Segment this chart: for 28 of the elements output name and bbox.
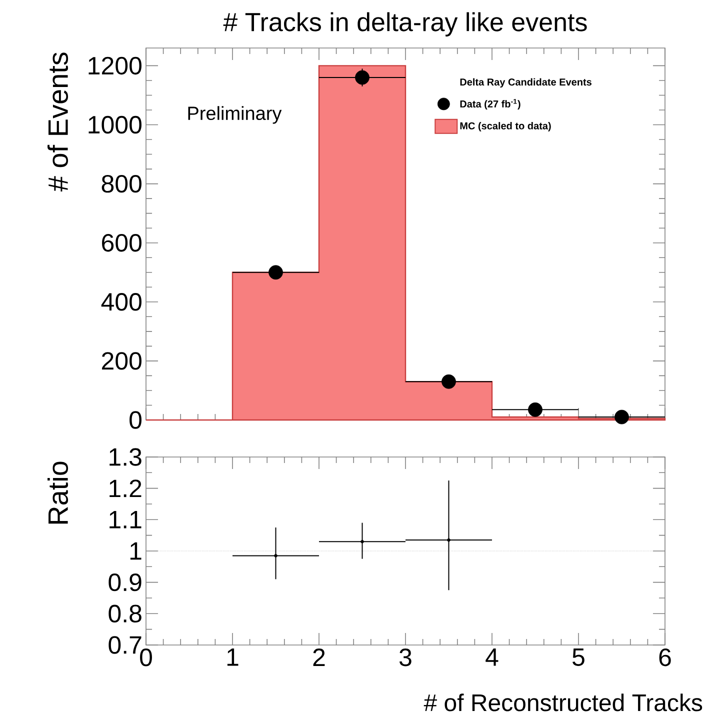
y-axis-title: Ratio (48, 462, 68, 524)
y-tick-label: 0.9 (108, 573, 142, 592)
y-tick-label: 800 (102, 174, 142, 193)
x-tick-label: 4 (486, 648, 498, 666)
y-tick-label: 1200 (88, 56, 142, 75)
y-tick-label: 0.8 (108, 604, 142, 623)
legend-label: Data (27 fb$^{-1}$) (460, 98, 520, 110)
y-tick-label: 1000 (88, 116, 142, 134)
x-tick-label: 6 (659, 648, 671, 666)
x-axis-title: # of Reconstructed Tracks (424, 694, 702, 712)
y-tick-label: 600 (102, 234, 142, 252)
y-axis-title: # of Events (48, 52, 68, 192)
y-tick-label: 1 (130, 542, 142, 560)
y-tick-label: 1.2 (110, 480, 142, 498)
x-tick-label: 1 (227, 648, 238, 666)
annotation: Preliminary (188, 106, 282, 124)
x-tick-label: 2 (313, 648, 325, 666)
y-tick-label: 200 (102, 352, 142, 370)
x-tick-label: 3 (400, 648, 412, 666)
y-tick-label: 400 (101, 293, 142, 311)
legend-title: Delta Ray Candidate Events (460, 78, 592, 88)
chart-title: # Tracks in delta-ray like events (223, 12, 587, 36)
x-tick-label: 5 (572, 648, 584, 666)
y-tick-label: 0.7 (108, 636, 142, 654)
legend-label: MC (scaled to data) (460, 122, 551, 132)
y-tick-label: 1.1 (110, 511, 142, 528)
y-tick-label: 1.3 (110, 448, 142, 466)
y-tick-label: 0 (130, 411, 142, 429)
